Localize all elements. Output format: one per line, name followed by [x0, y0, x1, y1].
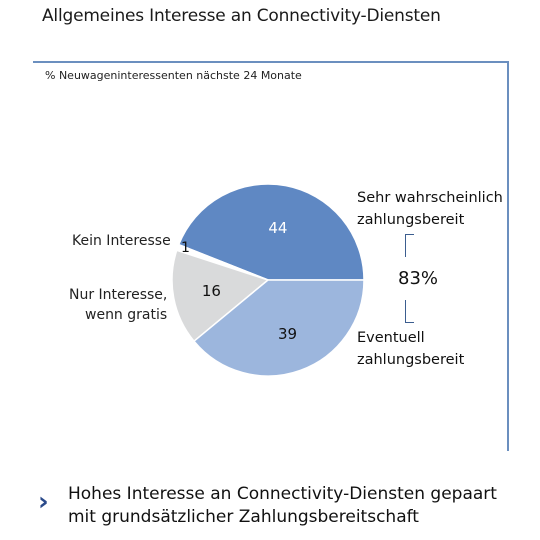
slice-value-1: 1	[180, 240, 190, 257]
chart-frame	[33, 61, 509, 451]
slice-value-39: 39	[277, 325, 298, 344]
label-sehr-line1: Sehr wahrscheinlich	[357, 190, 503, 206]
label-eventuell-line2: zahlungsbereit	[357, 352, 465, 368]
chart-title: Allgemeines Interesse an Connectivity-Di…	[42, 6, 441, 26]
label-kein-interesse: Kein Interesse	[72, 233, 171, 249]
slice-value-16: 16	[201, 281, 221, 300]
slice-value-44: 44	[268, 219, 288, 238]
label-eventuell: Eventuell zahlungsbereit	[357, 327, 464, 371]
footer-text: Hohes Interesse an Connectivity-Diensten…	[68, 483, 497, 529]
pie-slice-44	[177, 183, 365, 281]
label-sehr-line2: zahlungsbereit	[357, 212, 465, 228]
bracket-bottom	[405, 300, 414, 323]
chevron-right-icon: ›	[38, 487, 49, 517]
label-nur-interesse-line1: Nur Interesse,	[69, 287, 168, 303]
footer-line2: mit grundsätzlicher Zahlungsbereitschaft	[68, 507, 419, 527]
combined-percent: 83%	[398, 268, 439, 289]
pie-slice-39	[192, 279, 365, 377]
label-nur-interesse-line2: wenn gratis	[85, 307, 168, 323]
label-sehr-wahrscheinlich: Sehr wahrscheinlich zahlungsbereit	[357, 187, 503, 231]
chart-subtitle: % Neuwageninteressenten nächste 24 Monat…	[45, 69, 302, 82]
bracket-top	[405, 234, 414, 257]
label-eventuell-line1: Eventuell	[357, 330, 425, 346]
footer-line1: Hohes Interesse an Connectivity-Diensten…	[68, 484, 497, 504]
pie-slice-16	[171, 249, 270, 343]
